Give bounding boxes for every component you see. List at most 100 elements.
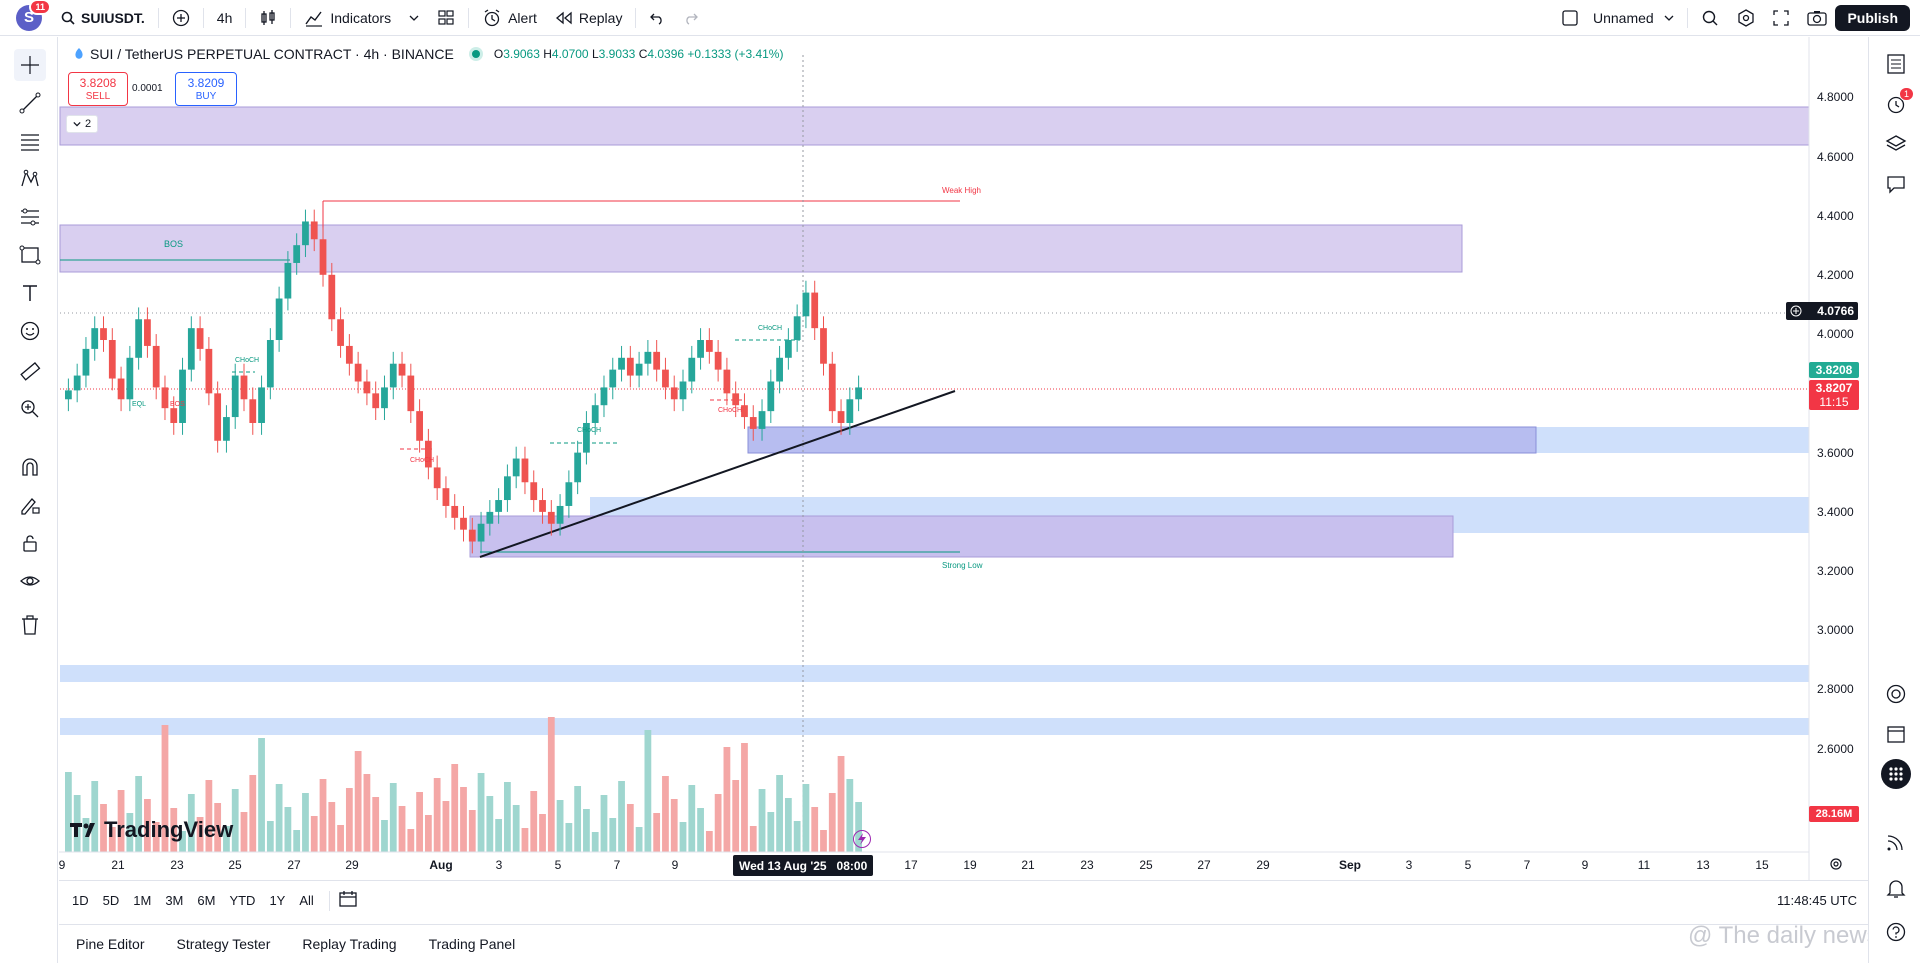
range-button-5d[interactable]: 5D [102,893,120,908]
delete-tool[interactable] [14,609,46,641]
volume-bar [310,816,318,852]
watchlist-button[interactable] [1881,49,1911,79]
range-button-1y[interactable]: 1Y [269,893,286,908]
range-button-all[interactable]: All [299,893,314,908]
volume-bar [644,730,652,852]
alerts-button[interactable]: 1 [1881,87,1914,119]
spread-value: 0.0001 [132,83,163,94]
chart-type-button[interactable] [250,0,286,36]
candle-body [828,363,836,412]
emoji-tool[interactable] [14,315,46,347]
lightning-icon[interactable] [853,830,871,848]
volume-bar [223,826,230,852]
products-button[interactable] [1881,759,1911,789]
goto-date-button[interactable] [338,890,358,911]
help-button[interactable] [1881,917,1911,947]
text-tool[interactable] [14,277,46,309]
candle-body [179,369,186,423]
object-tree-button[interactable] [1881,129,1911,159]
ideas-button[interactable] [1881,679,1911,709]
candle-body [784,340,792,358]
volume-bar [670,799,678,852]
layout-name-button[interactable]: Unnamed [1552,0,1683,36]
symbol-logo-icon [75,48,83,59]
volume-bar [521,828,529,852]
range-button-1m[interactable]: 1M [133,893,152,908]
interval-button[interactable]: 4h [216,9,233,26]
panel-tab-strategy-tester[interactable]: Strategy Tester [176,936,271,952]
visibility-tool[interactable] [14,565,46,597]
snapshot-button[interactable] [1798,0,1836,36]
notifications-button[interactable] [1881,873,1911,903]
compare-button[interactable] [163,0,199,36]
fib-tool[interactable] [14,125,46,157]
volume-bar [214,803,222,852]
settings-button[interactable] [1728,0,1764,36]
utc-clock[interactable]: 11:48:45 UTC [1777,893,1857,908]
candle-body [556,505,564,524]
pattern-tool[interactable] [14,163,46,195]
zoom-tool[interactable] [14,393,46,425]
calendar-button[interactable] [1881,719,1911,749]
candle-body [108,340,116,379]
volume-bar [196,817,204,852]
range-button-ytd[interactable]: YTD [229,893,256,908]
range-button-1d[interactable]: 1D [72,893,89,908]
indicators-dropdown[interactable] [400,0,428,36]
drawing-mode-tool[interactable] [14,489,46,521]
quick-search-icon [1702,10,1718,26]
price-axis-label: 4.0000 [1817,327,1854,341]
ruler-tool[interactable] [14,355,46,387]
forecast-tool[interactable] [14,201,46,233]
panel-tab-trading-panel[interactable]: Trading Panel [428,936,516,952]
crosshair-icon [21,56,39,74]
candle-body [486,511,494,524]
candle-body [135,319,143,358]
volume-bar [732,780,740,852]
volume-bar [635,827,643,852]
replay-button[interactable]: Replay [546,0,632,36]
alert-button[interactable]: Alert [473,0,546,36]
candle-body [688,357,696,382]
candle-body [223,417,230,441]
price-axis-label: 4.4000 [1817,209,1854,223]
range-button-3m[interactable]: 3M [165,893,184,908]
time-axis-label: 9 [58,858,66,872]
chats-button[interactable] [1881,169,1911,199]
sell-button[interactable]: 3.8208 SELL [68,72,128,106]
panel-tab-replay-trading[interactable]: Replay Trading [302,936,397,952]
fullscreen-button[interactable] [1764,0,1798,36]
volume-tag: 28.16M [1809,806,1859,822]
user-avatar[interactable]: S 11 [16,0,51,31]
magnet-tool[interactable] [14,451,46,483]
redo-button[interactable] [674,0,708,36]
publish-button[interactable]: Publish [1835,5,1910,31]
plus-icon[interactable] [1790,305,1802,317]
search-icon [61,11,75,25]
undo-button[interactable] [640,0,674,36]
volume-bar [302,793,309,852]
symbol-search[interactable]: SUIUSDT. [52,0,154,36]
buy-button[interactable]: 3.8209 BUY [175,72,237,106]
indicator-collapse-toggle[interactable]: 2 [66,115,98,133]
crosshair-tool[interactable] [14,49,46,81]
volume-bar [714,794,722,852]
tradingview-logo: TradingView [70,817,233,843]
panel-tab-pine-editor[interactable]: Pine Editor [76,936,145,952]
volume-bar [117,790,125,852]
candle-body [126,357,134,400]
quick-search-button[interactable] [1692,0,1728,36]
layouts-button[interactable] [428,0,464,36]
legend-title: SUI / TetherUS PERPETUAL CONTRACT · 4h ·… [90,46,454,62]
range-button-6m[interactable]: 6M [197,893,216,908]
trend-line-tool[interactable] [14,87,46,119]
lock-tool[interactable] [14,527,46,559]
candle-body [820,328,827,364]
axis-settings-button[interactable] [1829,857,1843,874]
indicators-button[interactable]: Indicators [295,0,400,36]
shapes-tool[interactable] [14,239,46,271]
candle-body [328,274,336,320]
volume-bar [240,812,248,852]
streams-button[interactable] [1881,827,1911,857]
